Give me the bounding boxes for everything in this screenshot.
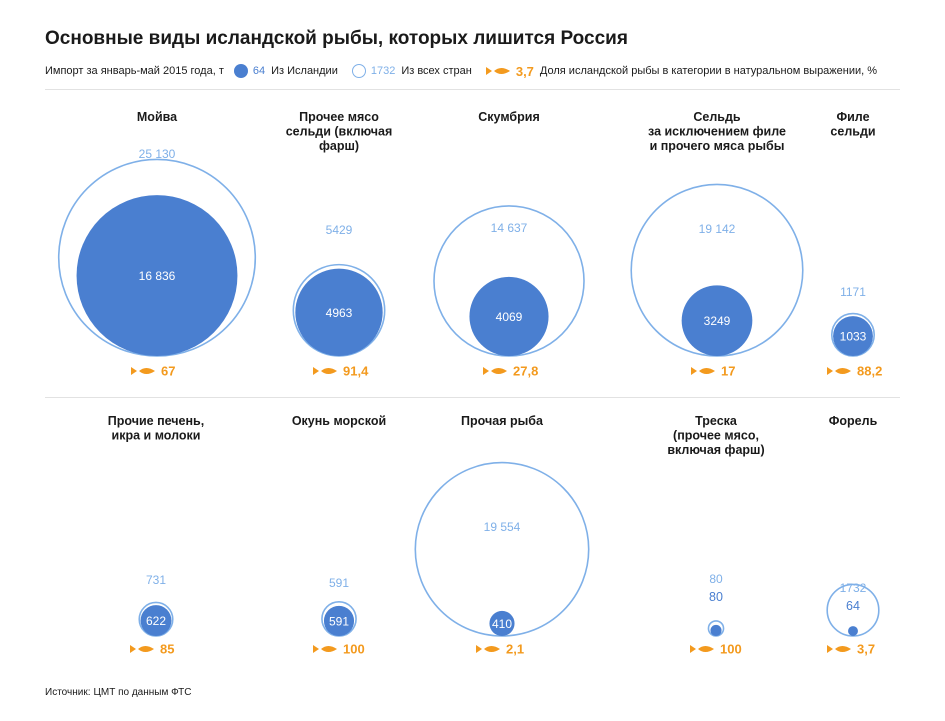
source-label: Источник:	[45, 687, 91, 698]
label-share-9: 100	[720, 642, 742, 657]
legend-share-example: 3,7	[515, 63, 534, 79]
legend-share-label: Доля исландской рыбы в категории в натур…	[539, 65, 878, 77]
bubble-total-10	[826, 583, 880, 637]
legend-all-label: Из всех стран	[401, 65, 472, 77]
label-iceland-4: 3249	[704, 314, 731, 328]
legend-iceland-example: 64	[252, 65, 266, 77]
label-share-10: 3,7	[857, 642, 875, 657]
label-share-2: 91,4	[343, 364, 369, 379]
bubble-iceland-8	[489, 610, 515, 637]
category-title-2-line-1: Прочее мясо	[299, 110, 379, 124]
label-share-5: 88,2	[857, 364, 882, 379]
fish-icon	[131, 367, 155, 375]
label-total-10: 1732	[840, 581, 867, 595]
fish-icon	[476, 645, 500, 653]
category-title-2-line-2: сельди (включая	[286, 125, 393, 139]
category-title-3-line-1: Скумбрия	[478, 110, 540, 124]
fish-icon	[485, 67, 510, 75]
legend-period: Импорт за январь-май 2015 года, т	[45, 65, 224, 77]
bubble-total-8	[414, 461, 590, 637]
fish-icon	[691, 367, 715, 375]
label-total-1: 25 130	[139, 147, 176, 161]
bubble-iceland-10	[848, 626, 858, 636]
label-iceland-1: 16 836	[139, 269, 176, 283]
legend-iceland-label: Из Исландии	[271, 65, 338, 77]
category-title-4-line-2: за исключением филе	[648, 125, 786, 139]
label-total-4: 19 142	[699, 222, 736, 236]
source-value: ЦМТ по данным ФТС	[93, 687, 192, 698]
fish-icon	[827, 367, 851, 375]
label-iceland-10: 64	[846, 599, 860, 613]
label-share-8: 2,1	[506, 642, 524, 657]
category-title-7-line-1: Окунь морской	[292, 414, 386, 428]
bubble-iceland-1	[76, 195, 238, 356]
legend: Импорт за январь-май 2015 года, т 64 Из …	[45, 63, 877, 79]
category-title-9-line-2: (прочее мясо,	[673, 429, 759, 443]
legend-all-swatch	[351, 64, 366, 78]
label-total-8: 19 554	[484, 520, 521, 534]
chart-title: Основные виды исландской рыбы, которых л…	[45, 28, 628, 49]
category-title-5-line-2: сельди	[830, 125, 875, 139]
label-share-7: 100	[343, 642, 365, 657]
category-title-9-line-1: Треска	[695, 414, 738, 428]
label-iceland-8: 410	[492, 617, 512, 631]
label-share-6: 85	[160, 642, 174, 657]
legend-all-example: 1732	[370, 65, 396, 77]
category-title-9-line-3: включая фарш)	[667, 443, 764, 457]
category-title-10-line-1: Форель	[829, 414, 878, 428]
divider-middle	[45, 397, 900, 398]
category-title-8-line-1: Прочая рыба	[461, 414, 544, 428]
label-total-3: 14 637	[491, 221, 528, 235]
label-iceland-3: 4069	[496, 310, 523, 324]
fish-icon	[483, 367, 507, 375]
category-title-5-line-1: Филе	[836, 110, 869, 124]
category-title-4-line-3: и прочего мяса рыбы	[650, 139, 785, 153]
bubble-iceland-5	[833, 316, 873, 356]
bubble-iceland-3	[469, 276, 549, 356]
label-total-9: 80	[709, 572, 723, 586]
category-title-2-line-3: фарш)	[319, 139, 359, 153]
label-total-2: 5429	[326, 223, 353, 237]
bubble-iceland-4	[681, 285, 753, 356]
label-total-5: 1171	[840, 285, 866, 299]
source-note: Источник: ЦМТ по данным ФТС	[45, 687, 192, 698]
legend-iceland-swatch	[233, 64, 248, 78]
label-share-1: 67	[161, 364, 175, 379]
label-total-7: 591	[329, 576, 349, 590]
fish-icon	[827, 645, 851, 653]
category-title-6-line-2: икра и молоки	[112, 429, 201, 443]
bubble-iceland-2	[295, 268, 383, 356]
bubble-iceland-7	[323, 605, 355, 636]
fish-icon	[313, 367, 337, 375]
fish-icon	[313, 645, 337, 653]
label-share-3: 27,8	[513, 364, 538, 379]
bubble-iceland-9	[710, 624, 722, 636]
label-total-6: 731	[146, 573, 166, 587]
category-title-1-line-1: Мойва	[137, 110, 178, 124]
category-title-6-line-1: Прочие печень,	[108, 414, 204, 428]
label-iceland-7: 591	[329, 614, 349, 628]
bubble-iceland-6	[140, 605, 172, 636]
category-title-4-line-1: Сельдь	[693, 110, 741, 124]
label-share-4: 17	[721, 364, 735, 379]
fish-icon	[690, 645, 714, 653]
label-iceland-9: 80	[709, 590, 723, 604]
label-iceland-2: 4963	[326, 306, 353, 320]
label-iceland-6: 622	[146, 614, 166, 628]
fish-icon	[130, 645, 154, 653]
divider-top	[45, 89, 900, 90]
label-iceland-5: 1033	[840, 330, 867, 344]
